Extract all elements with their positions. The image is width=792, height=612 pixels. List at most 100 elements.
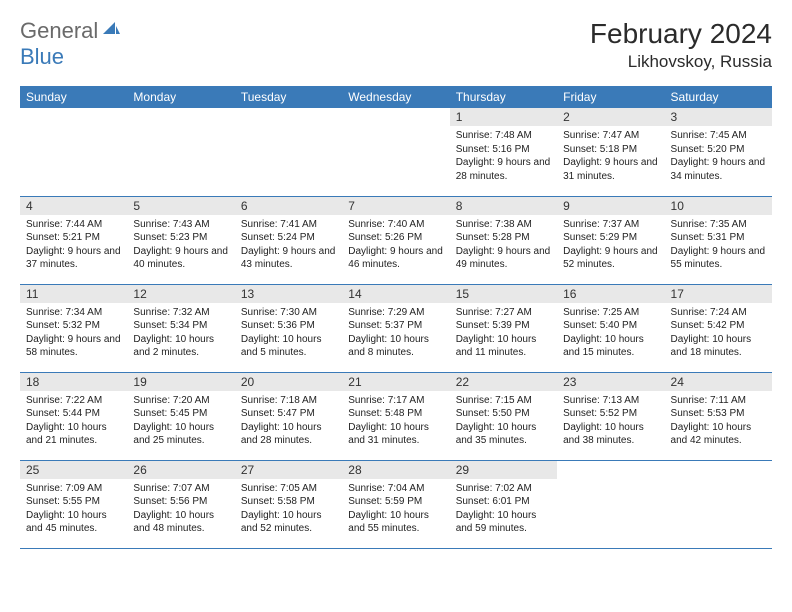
calendar-cell: 16Sunrise: 7:25 AMSunset: 5:40 PMDayligh… bbox=[557, 284, 664, 372]
day-number: 9 bbox=[557, 197, 664, 215]
day-details: Sunrise: 7:38 AMSunset: 5:28 PMDaylight:… bbox=[450, 215, 557, 276]
calendar-cell: 7Sunrise: 7:40 AMSunset: 5:26 PMDaylight… bbox=[342, 196, 449, 284]
day-number: 7 bbox=[342, 197, 449, 215]
calendar-table: SundayMondayTuesdayWednesdayThursdayFrid… bbox=[20, 86, 772, 549]
calendar-cell: 1Sunrise: 7:48 AMSunset: 5:16 PMDaylight… bbox=[450, 108, 557, 196]
calendar-cell: 10Sunrise: 7:35 AMSunset: 5:31 PMDayligh… bbox=[665, 196, 772, 284]
dayname-thursday: Thursday bbox=[450, 86, 557, 108]
day-number: 1 bbox=[450, 108, 557, 126]
day-details: Sunrise: 7:27 AMSunset: 5:39 PMDaylight:… bbox=[450, 303, 557, 364]
day-details: Sunrise: 7:11 AMSunset: 5:53 PMDaylight:… bbox=[665, 391, 772, 452]
day-details: Sunrise: 7:04 AMSunset: 5:59 PMDaylight:… bbox=[342, 479, 449, 540]
calendar-cell: 19Sunrise: 7:20 AMSunset: 5:45 PMDayligh… bbox=[127, 372, 234, 460]
dayname-sunday: Sunday bbox=[20, 86, 127, 108]
day-number: 22 bbox=[450, 373, 557, 391]
dayname-saturday: Saturday bbox=[665, 86, 772, 108]
day-details: Sunrise: 7:17 AMSunset: 5:48 PMDaylight:… bbox=[342, 391, 449, 452]
calendar-head: SundayMondayTuesdayWednesdayThursdayFrid… bbox=[20, 86, 772, 108]
calendar-cell: 17Sunrise: 7:24 AMSunset: 5:42 PMDayligh… bbox=[665, 284, 772, 372]
day-number: 21 bbox=[342, 373, 449, 391]
calendar-cell: 26Sunrise: 7:07 AMSunset: 5:56 PMDayligh… bbox=[127, 460, 234, 548]
day-number: 2 bbox=[557, 108, 664, 126]
day-number: 25 bbox=[20, 461, 127, 479]
day-number: 26 bbox=[127, 461, 234, 479]
day-number: 29 bbox=[450, 461, 557, 479]
day-number: 6 bbox=[235, 197, 342, 215]
calendar-cell: 9Sunrise: 7:37 AMSunset: 5:29 PMDaylight… bbox=[557, 196, 664, 284]
month-title: February 2024 bbox=[590, 18, 772, 50]
day-details: Sunrise: 7:29 AMSunset: 5:37 PMDaylight:… bbox=[342, 303, 449, 364]
day-number: 3 bbox=[665, 108, 772, 126]
day-details: Sunrise: 7:45 AMSunset: 5:20 PMDaylight:… bbox=[665, 126, 772, 187]
calendar-cell bbox=[557, 460, 664, 548]
day-number: 5 bbox=[127, 197, 234, 215]
day-details: Sunrise: 7:02 AMSunset: 6:01 PMDaylight:… bbox=[450, 479, 557, 540]
day-number: 13 bbox=[235, 285, 342, 303]
logo-text: GeneralBlue bbox=[20, 18, 121, 70]
day-details: Sunrise: 7:09 AMSunset: 5:55 PMDaylight:… bbox=[20, 479, 127, 540]
day-number: 4 bbox=[20, 197, 127, 215]
day-number: 24 bbox=[665, 373, 772, 391]
day-number: 14 bbox=[342, 285, 449, 303]
logo-sail-icon bbox=[101, 18, 121, 44]
calendar-cell: 3Sunrise: 7:45 AMSunset: 5:20 PMDaylight… bbox=[665, 108, 772, 196]
calendar-row: 11Sunrise: 7:34 AMSunset: 5:32 PMDayligh… bbox=[20, 284, 772, 372]
calendar-cell: 4Sunrise: 7:44 AMSunset: 5:21 PMDaylight… bbox=[20, 196, 127, 284]
calendar-cell: 23Sunrise: 7:13 AMSunset: 5:52 PMDayligh… bbox=[557, 372, 664, 460]
calendar-cell: 13Sunrise: 7:30 AMSunset: 5:36 PMDayligh… bbox=[235, 284, 342, 372]
header: GeneralBlue February 2024 Likhovskoy, Ru… bbox=[20, 18, 772, 72]
day-details: Sunrise: 7:35 AMSunset: 5:31 PMDaylight:… bbox=[665, 215, 772, 276]
day-details: Sunrise: 7:40 AMSunset: 5:26 PMDaylight:… bbox=[342, 215, 449, 276]
calendar-body: 1Sunrise: 7:48 AMSunset: 5:16 PMDaylight… bbox=[20, 108, 772, 548]
day-details: Sunrise: 7:07 AMSunset: 5:56 PMDaylight:… bbox=[127, 479, 234, 540]
calendar-cell: 5Sunrise: 7:43 AMSunset: 5:23 PMDaylight… bbox=[127, 196, 234, 284]
day-number: 20 bbox=[235, 373, 342, 391]
day-number: 18 bbox=[20, 373, 127, 391]
day-number: 23 bbox=[557, 373, 664, 391]
calendar-cell: 14Sunrise: 7:29 AMSunset: 5:37 PMDayligh… bbox=[342, 284, 449, 372]
day-number: 10 bbox=[665, 197, 772, 215]
logo-blue: Blue bbox=[20, 44, 64, 69]
calendar-row: 18Sunrise: 7:22 AMSunset: 5:44 PMDayligh… bbox=[20, 372, 772, 460]
day-details: Sunrise: 7:05 AMSunset: 5:58 PMDaylight:… bbox=[235, 479, 342, 540]
calendar-cell: 18Sunrise: 7:22 AMSunset: 5:44 PMDayligh… bbox=[20, 372, 127, 460]
day-details: Sunrise: 7:48 AMSunset: 5:16 PMDaylight:… bbox=[450, 126, 557, 187]
calendar-row: 4Sunrise: 7:44 AMSunset: 5:21 PMDaylight… bbox=[20, 196, 772, 284]
location: Likhovskoy, Russia bbox=[590, 52, 772, 72]
calendar-cell bbox=[665, 460, 772, 548]
day-details: Sunrise: 7:43 AMSunset: 5:23 PMDaylight:… bbox=[127, 215, 234, 276]
day-number: 12 bbox=[127, 285, 234, 303]
day-details: Sunrise: 7:47 AMSunset: 5:18 PMDaylight:… bbox=[557, 126, 664, 187]
day-number: 28 bbox=[342, 461, 449, 479]
logo: GeneralBlue bbox=[20, 18, 121, 70]
dayname-monday: Monday bbox=[127, 86, 234, 108]
day-number: 27 bbox=[235, 461, 342, 479]
day-details: Sunrise: 7:41 AMSunset: 5:24 PMDaylight:… bbox=[235, 215, 342, 276]
calendar-cell bbox=[342, 108, 449, 196]
day-number: 16 bbox=[557, 285, 664, 303]
day-details: Sunrise: 7:25 AMSunset: 5:40 PMDaylight:… bbox=[557, 303, 664, 364]
day-details: Sunrise: 7:30 AMSunset: 5:36 PMDaylight:… bbox=[235, 303, 342, 364]
day-details: Sunrise: 7:32 AMSunset: 5:34 PMDaylight:… bbox=[127, 303, 234, 364]
day-number: 17 bbox=[665, 285, 772, 303]
title-block: February 2024 Likhovskoy, Russia bbox=[590, 18, 772, 72]
calendar-cell bbox=[20, 108, 127, 196]
logo-general: General bbox=[20, 18, 98, 43]
calendar-cell bbox=[127, 108, 234, 196]
day-details: Sunrise: 7:34 AMSunset: 5:32 PMDaylight:… bbox=[20, 303, 127, 364]
day-number: 19 bbox=[127, 373, 234, 391]
calendar-cell: 24Sunrise: 7:11 AMSunset: 5:53 PMDayligh… bbox=[665, 372, 772, 460]
calendar-row: 25Sunrise: 7:09 AMSunset: 5:55 PMDayligh… bbox=[20, 460, 772, 548]
calendar-cell: 22Sunrise: 7:15 AMSunset: 5:50 PMDayligh… bbox=[450, 372, 557, 460]
day-details: Sunrise: 7:37 AMSunset: 5:29 PMDaylight:… bbox=[557, 215, 664, 276]
day-number: 11 bbox=[20, 285, 127, 303]
calendar-cell: 11Sunrise: 7:34 AMSunset: 5:32 PMDayligh… bbox=[20, 284, 127, 372]
day-details: Sunrise: 7:22 AMSunset: 5:44 PMDaylight:… bbox=[20, 391, 127, 452]
calendar-cell: 6Sunrise: 7:41 AMSunset: 5:24 PMDaylight… bbox=[235, 196, 342, 284]
calendar-cell bbox=[235, 108, 342, 196]
calendar-cell: 15Sunrise: 7:27 AMSunset: 5:39 PMDayligh… bbox=[450, 284, 557, 372]
calendar-cell: 12Sunrise: 7:32 AMSunset: 5:34 PMDayligh… bbox=[127, 284, 234, 372]
calendar-cell: 8Sunrise: 7:38 AMSunset: 5:28 PMDaylight… bbox=[450, 196, 557, 284]
dayname-wednesday: Wednesday bbox=[342, 86, 449, 108]
calendar-cell: 20Sunrise: 7:18 AMSunset: 5:47 PMDayligh… bbox=[235, 372, 342, 460]
